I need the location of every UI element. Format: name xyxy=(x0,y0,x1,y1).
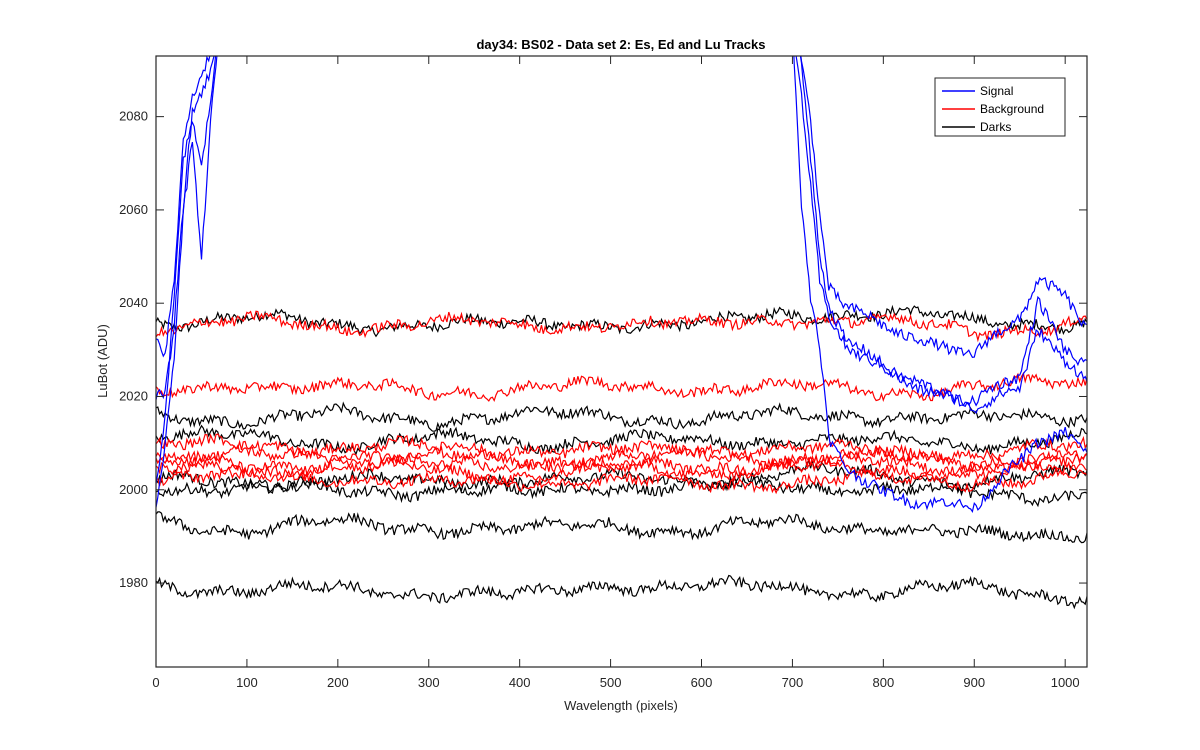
y-tick-label: 1980 xyxy=(119,575,148,590)
x-tick-label: 200 xyxy=(327,675,349,690)
chart-title: day34: BS02 - Data set 2: Es, Ed and Lu … xyxy=(476,37,765,52)
y-tick-label: 2000 xyxy=(119,482,148,497)
series-line-darks-5 xyxy=(156,511,1087,544)
series-line-background-13 xyxy=(156,463,1087,495)
legend-label-darks: Darks xyxy=(980,120,1011,134)
series-line-darks-1 xyxy=(156,401,1087,432)
y-axis-ticks: 1980 2000 2020 2040 2060 2080 xyxy=(119,109,1087,590)
series-line-background-10 xyxy=(156,442,1087,472)
x-axis-ticks: 0 100 200 300 400 500 600 700 800 900 1000 xyxy=(152,56,1080,690)
series-line-signal-17 xyxy=(156,56,1087,513)
y-tick-label: 2080 xyxy=(119,109,148,124)
x-tick-label: 1000 xyxy=(1051,675,1080,690)
series-line-darks-0 xyxy=(156,304,1087,338)
series-line-signal-15 xyxy=(156,56,1087,484)
legend: Signal Background Darks xyxy=(934,77,1066,137)
x-axis-label: Wavelength (pixels) xyxy=(564,698,678,713)
series-line-background-12 xyxy=(156,456,1087,486)
series-line-background-8 xyxy=(156,371,1087,402)
x-tick-label: 800 xyxy=(872,675,894,690)
x-tick-label: 400 xyxy=(509,675,531,690)
y-tick-label: 2040 xyxy=(119,295,148,310)
x-tick-label: 100 xyxy=(236,675,258,690)
y-tick-label: 2060 xyxy=(119,202,148,217)
y-tick-label: 2020 xyxy=(119,388,148,403)
series-line-background-7 xyxy=(156,310,1087,343)
series-line-darks-6 xyxy=(156,574,1087,610)
y-axis-label: LuBot (ADU) xyxy=(95,324,110,398)
series-line-signal-16 xyxy=(156,56,1087,508)
x-tick-label: 600 xyxy=(691,675,713,690)
series-line-background-11 xyxy=(156,448,1087,478)
plot-frame xyxy=(155,55,1088,668)
series-line-darks-2 xyxy=(156,424,1087,456)
series-line-signal-14 xyxy=(156,56,1087,358)
series-line-darks-4 xyxy=(156,473,1087,508)
x-tick-label: 900 xyxy=(963,675,985,690)
x-tick-label: 300 xyxy=(418,675,440,690)
plot-area xyxy=(156,56,1087,667)
x-tick-label: 0 xyxy=(152,675,159,690)
legend-box xyxy=(934,77,1066,137)
series-layer xyxy=(156,56,1087,610)
legend-label-signal: Signal xyxy=(980,84,1013,98)
legend-label-background: Background xyxy=(980,102,1044,116)
x-tick-label: 500 xyxy=(600,675,622,690)
x-tick-label: 700 xyxy=(782,675,804,690)
